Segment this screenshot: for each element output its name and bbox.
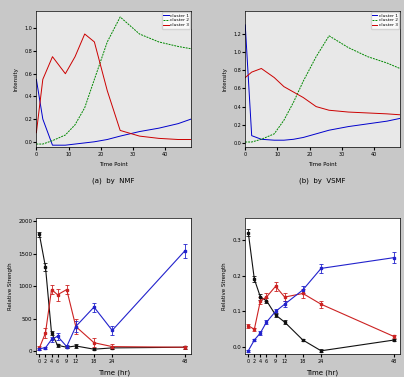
Title: (b)  by  VSMF: (b) by VSMF [299,178,346,184]
Y-axis label: Intensity: Intensity [223,67,228,91]
Title: (a)  by  NMF: (a) by NMF [93,178,135,184]
X-axis label: Time (hr): Time (hr) [307,369,339,375]
Y-axis label: Intensity: Intensity [14,67,19,91]
Legend: cluster 1, cluster 2, cluster 3: cluster 1, cluster 2, cluster 3 [162,12,190,29]
X-axis label: Time Point: Time Point [308,162,337,167]
X-axis label: Time Point: Time Point [99,162,128,167]
Legend: cluster 1, cluster 2, cluster 3: cluster 1, cluster 2, cluster 3 [371,12,399,29]
Y-axis label: Relative Strength: Relative Strength [8,262,13,310]
Y-axis label: Relative Strength: Relative Strength [222,262,227,310]
X-axis label: Time (hr): Time (hr) [98,369,130,375]
